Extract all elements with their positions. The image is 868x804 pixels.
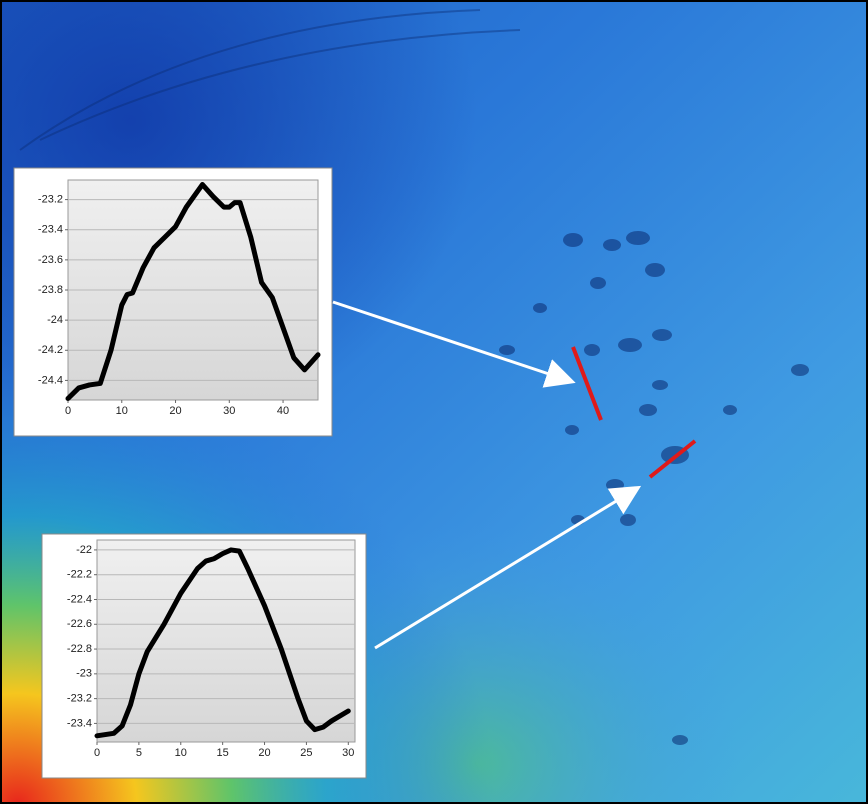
- inset-chart: -23.2 -23.4 -23.6 -23.8 -24 -24.2 -24.4 0 10 20 30…: [13, 167, 333, 437]
- x-tick-label: 10: [175, 747, 187, 759]
- x-tick-label: 0: [94, 747, 100, 759]
- x-tick-label: 20: [258, 747, 270, 759]
- y-tick-label: -23.4: [67, 717, 92, 729]
- arrow: [332, 300, 576, 388]
- y-tick-label: -23.6: [38, 254, 63, 266]
- inset-chart: -22 -22.2 -22.4 -22.6 -22.8 -23 -23.2 -23.4 0 5 10…: [41, 533, 367, 779]
- x-tick-label: 30: [342, 747, 354, 759]
- y-tick-label: -23.2: [38, 193, 63, 205]
- arrow: [374, 485, 642, 650]
- y-tick-label: -22.2: [67, 569, 92, 581]
- x-tick-label: 10: [116, 405, 128, 417]
- y-tick-label: -23.8: [38, 284, 63, 296]
- x-tick-label: 0: [65, 405, 71, 417]
- y-tick-label: -24.2: [38, 344, 63, 356]
- x-tick-label: 15: [217, 747, 229, 759]
- x-tick-label: 20: [169, 405, 181, 417]
- x-tick-label: 5: [136, 747, 142, 759]
- y-tick-label: -22.8: [67, 643, 92, 655]
- data-line: [65, 182, 321, 401]
- y-tick-label: -24.4: [38, 374, 63, 386]
- x-tick-label: 25: [300, 747, 312, 759]
- y-tick-label: -22.4: [67, 593, 92, 605]
- y-tick-label: -24: [47, 314, 63, 326]
- y-tick-label: -22: [76, 544, 92, 556]
- profile-line: [648, 439, 697, 479]
- y-tick-label: -22.6: [67, 618, 92, 630]
- data-line: [94, 547, 351, 739]
- plot-area: [96, 539, 356, 743]
- y-tick-label: -23.2: [67, 693, 92, 705]
- x-tick-label: 30: [223, 405, 235, 417]
- x-tick-label: 40: [277, 405, 289, 417]
- y-tick-label: -23: [76, 668, 92, 680]
- ridge: [19, 9, 521, 151]
- profile-line: [571, 346, 603, 421]
- y-tick-label: -23.4: [38, 224, 63, 236]
